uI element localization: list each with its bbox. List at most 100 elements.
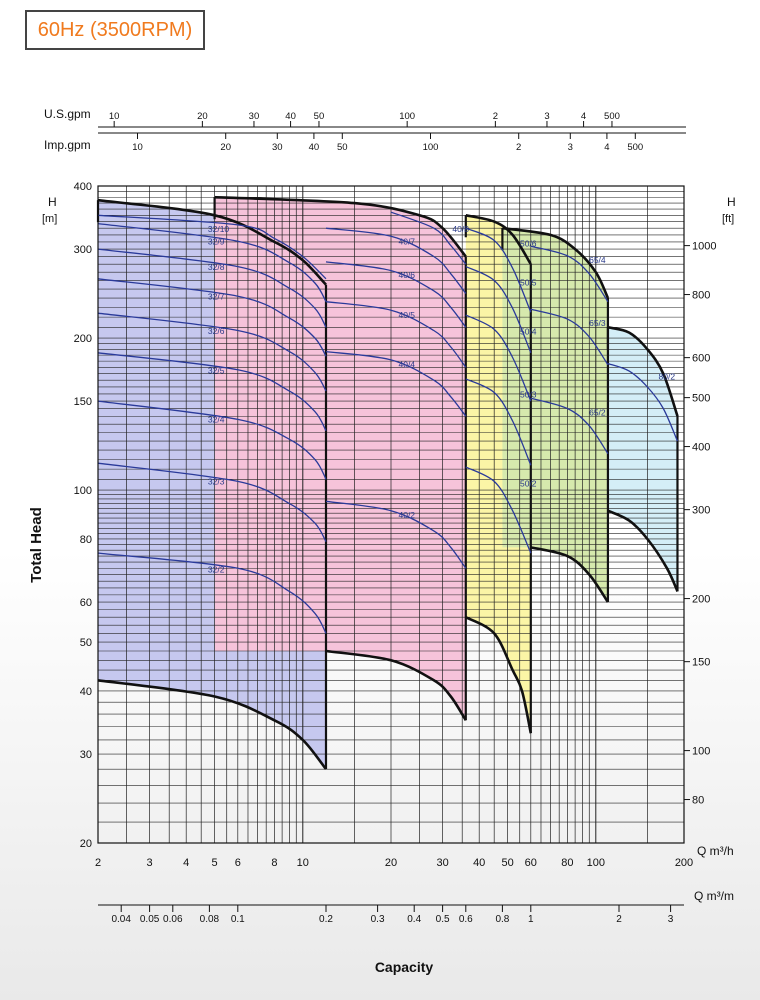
impgpm-tick-label: 40: [309, 142, 320, 153]
x-axis-unit-label: Q m³/h: [697, 844, 734, 858]
curve-40-5: [325, 301, 467, 368]
impgpm-tick-label: 100: [423, 142, 439, 153]
usgpm-tick-label: 500: [604, 111, 620, 122]
usgpm-label: U.S.gpm: [44, 107, 91, 121]
m3min-tick-label: 0.1: [231, 914, 245, 925]
usgpm-tick-label: 3: [544, 111, 549, 122]
m3min-tick-label: 1: [528, 914, 534, 925]
curve-40-6: [325, 261, 467, 328]
y-tick-label: 80: [80, 534, 92, 546]
region-bottom-32: [97, 679, 328, 771]
curve-40-7: [325, 227, 467, 294]
ft-tick-label: 300: [692, 505, 710, 517]
ft-tick-label: 600: [692, 353, 710, 365]
curve-label-32-7: 32/7: [208, 292, 225, 302]
curve-label-40-4: 40/4: [398, 360, 415, 370]
y-tick-label: 40: [80, 686, 92, 698]
y-tick-label: 100: [74, 485, 92, 497]
ft-tick-label: 1000: [692, 241, 716, 253]
region-bottom-40: [325, 649, 467, 721]
region-fill-65: [502, 228, 608, 603]
curve-40-4: [325, 350, 467, 417]
curve-label-32-10: 32/10: [208, 224, 230, 234]
curve-50-4: [465, 314, 532, 402]
impgpm-tick-label: 10: [132, 142, 143, 153]
curve-65-2: [530, 397, 609, 455]
left-axis-unit: [m]: [42, 213, 57, 225]
curve-65-4: [530, 245, 609, 303]
curve-32-2: [97, 552, 327, 634]
usgpm-tick-label: 100: [399, 111, 415, 122]
curve-label-32-2: 32/2: [208, 565, 225, 575]
region-bottom-50: [465, 616, 533, 734]
left-axis-h: H: [48, 195, 57, 209]
y-tick-label: 50: [80, 637, 92, 649]
curve-50-2: [465, 466, 532, 554]
x-tick-label: 3: [147, 857, 153, 869]
impgpm-tick-label: 20: [220, 142, 231, 153]
m3min-tick-label: 0.4: [407, 914, 421, 925]
curve-32-8: [97, 248, 327, 328]
curve-50-3: [465, 378, 532, 466]
m3min-tick-label: 0.3: [371, 914, 385, 925]
y-tick-label: 20: [80, 838, 92, 850]
impgpm-tick-label: 50: [337, 142, 348, 153]
curve-50-5: [465, 266, 532, 354]
plot-frame: [97, 185, 685, 844]
m3min-tick-label: 3: [668, 914, 674, 925]
m3min-tick-label: 0.08: [200, 914, 220, 925]
y-tick-label: 30: [80, 749, 92, 761]
right-axis-h: H: [727, 195, 736, 209]
region-top-80: [607, 326, 679, 417]
x-axis-title: Capacity: [375, 959, 434, 975]
curve-40-2: [325, 500, 467, 569]
impgpm-tick-label: 500: [627, 142, 643, 153]
curve-label-80-2: 80/2: [659, 371, 676, 381]
usgpm-tick-label: 40: [285, 111, 296, 122]
x-tick-label: 100: [587, 857, 605, 869]
curve-label-40-7: 40/7: [398, 236, 415, 246]
performance-curves: 32/2 32/3 32/4 32/5 32/6 32/7 32/8 32/9 32/10 40/…: [97, 211, 679, 634]
curve-label-40-5: 40/5: [398, 310, 415, 320]
curve-label-50-5: 50/5: [520, 278, 537, 288]
usgpm-tick-label: 20: [197, 111, 208, 122]
impgpm-tick-label: 3: [568, 142, 573, 153]
usgpm-tick-label: 4: [581, 111, 586, 122]
curve-label-50-2: 50/2: [520, 478, 537, 488]
region-outlines: [96, 195, 679, 771]
curve-label-40-8: 40/8: [452, 224, 469, 234]
curve-label-50-4: 50/4: [520, 326, 537, 336]
x-tick-label: 200: [675, 857, 693, 869]
x-tick-label: 50: [501, 857, 513, 869]
grid-lines: [97, 185, 685, 844]
curve-label-32-3: 32/3: [208, 476, 225, 486]
axes: [97, 121, 690, 912]
curve-label-40-6: 40/6: [398, 270, 415, 280]
region-top-40: [214, 195, 467, 258]
x2-axis-unit-label: Q m³/m: [694, 889, 734, 903]
curve-32-3: [97, 462, 327, 543]
impgpm-tick-label: 30: [272, 142, 283, 153]
region-fill-40: [214, 197, 466, 721]
x-tick-label: 30: [436, 857, 448, 869]
x-tick-label: 60: [525, 857, 537, 869]
ft-tick-label: 200: [692, 594, 710, 606]
x-tick-label: 20: [385, 857, 397, 869]
m3min-tick-label: 0.05: [140, 914, 160, 925]
curve-label-32-6: 32/6: [208, 326, 225, 336]
region-bottom-80: [607, 509, 679, 592]
m3min-tick-label: 0.6: [459, 914, 473, 925]
usgpm-tick-label: 10: [109, 111, 120, 122]
chart-title-box: 60Hz (3500RPM): [25, 10, 205, 50]
ft-tick-label: 150: [692, 657, 710, 669]
usgpm-tick-label: 30: [249, 111, 260, 122]
ft-tick-label: 500: [692, 393, 710, 405]
x-tick-label: 4: [183, 857, 189, 869]
m3min-tick-label: 0.5: [436, 914, 450, 925]
y-tick-label: 400: [74, 181, 92, 193]
impgpm-tick-label: 2: [516, 142, 521, 153]
region-top-65: [502, 226, 610, 299]
m3min-tick-label: 0.8: [495, 914, 509, 925]
m3min-tick-label: 0.2: [319, 914, 333, 925]
x-tick-label: 5: [212, 857, 218, 869]
